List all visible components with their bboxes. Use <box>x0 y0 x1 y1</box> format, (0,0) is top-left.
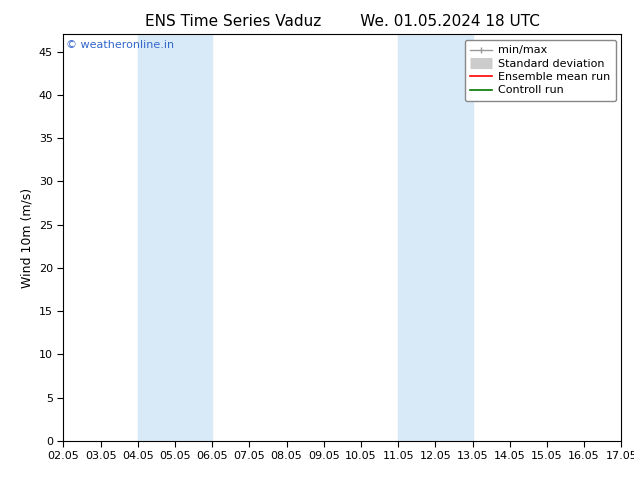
Title: ENS Time Series Vaduz        We. 01.05.2024 18 UTC: ENS Time Series Vaduz We. 01.05.2024 18 … <box>145 14 540 29</box>
Legend: min/max, Standard deviation, Ensemble mean run, Controll run: min/max, Standard deviation, Ensemble me… <box>465 40 616 101</box>
Bar <box>138 34 212 441</box>
Text: © weatheronline.in: © weatheronline.in <box>66 40 174 50</box>
Bar <box>398 34 472 441</box>
Y-axis label: Wind 10m (m/s): Wind 10m (m/s) <box>20 188 34 288</box>
